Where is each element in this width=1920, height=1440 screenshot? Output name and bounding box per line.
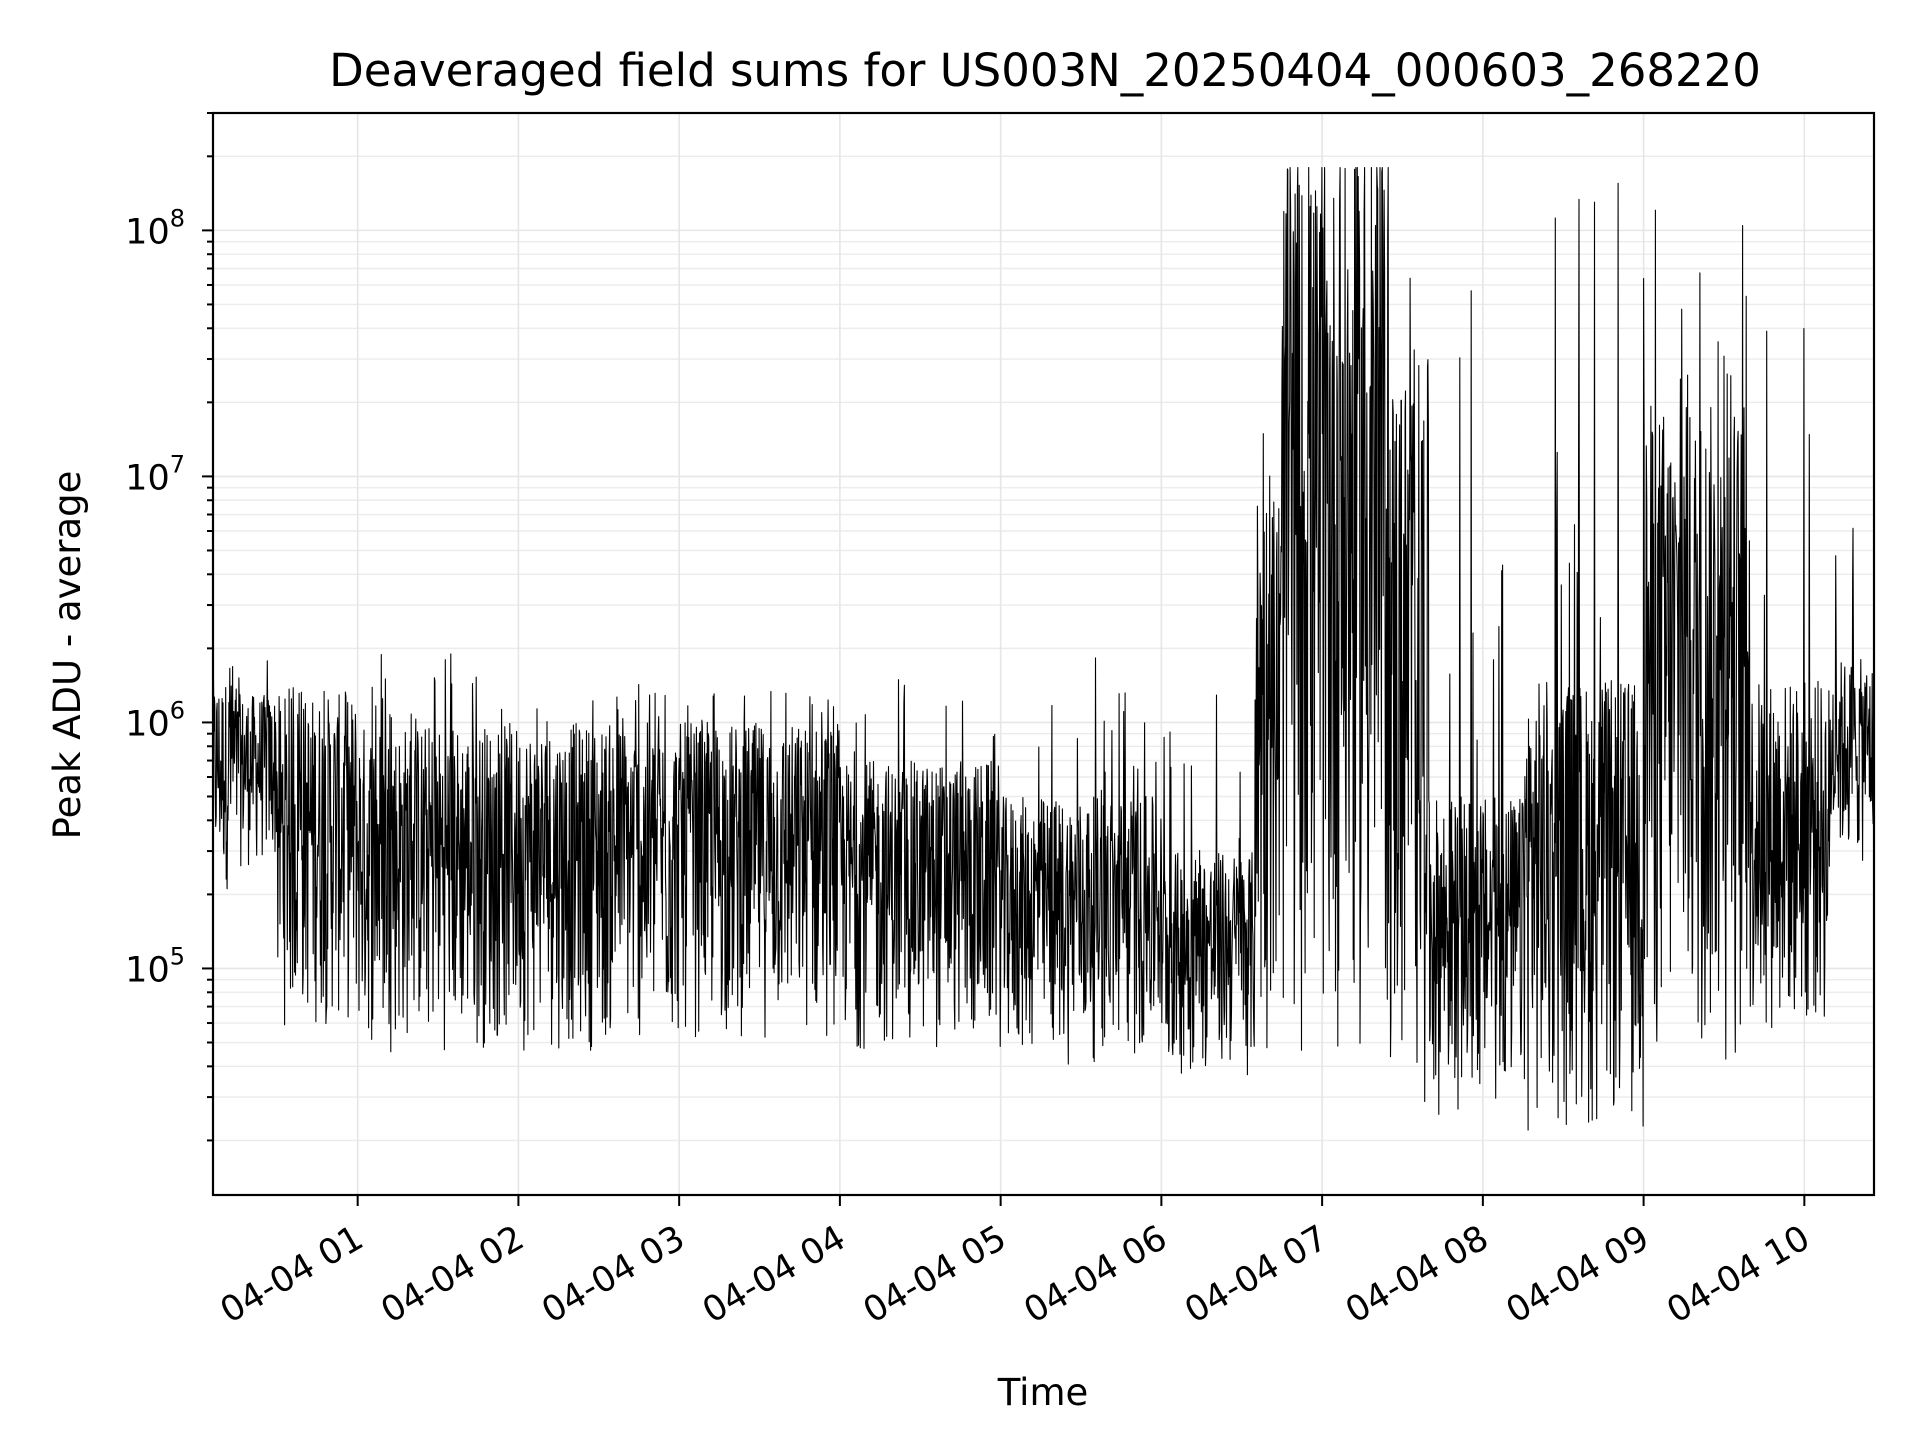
- x-axis-label: Time: [997, 1371, 1089, 1414]
- y-tick-label: 105: [125, 942, 185, 990]
- y-tick-label: 106: [125, 696, 185, 744]
- series-layer: [212, 167, 1875, 1131]
- y-tick-label: 108: [125, 204, 185, 252]
- plot-frame: [211, 111, 1876, 1197]
- y-tick-label: 107: [125, 450, 185, 498]
- chart-title: Deaveraged field sums for US003N_2025040…: [329, 44, 1761, 97]
- series-line: [212, 167, 1875, 1131]
- y-axis-label: Peak ADU - average: [46, 471, 89, 840]
- y-axis-ticks: 105 106 107 108: [125, 112, 213, 1142]
